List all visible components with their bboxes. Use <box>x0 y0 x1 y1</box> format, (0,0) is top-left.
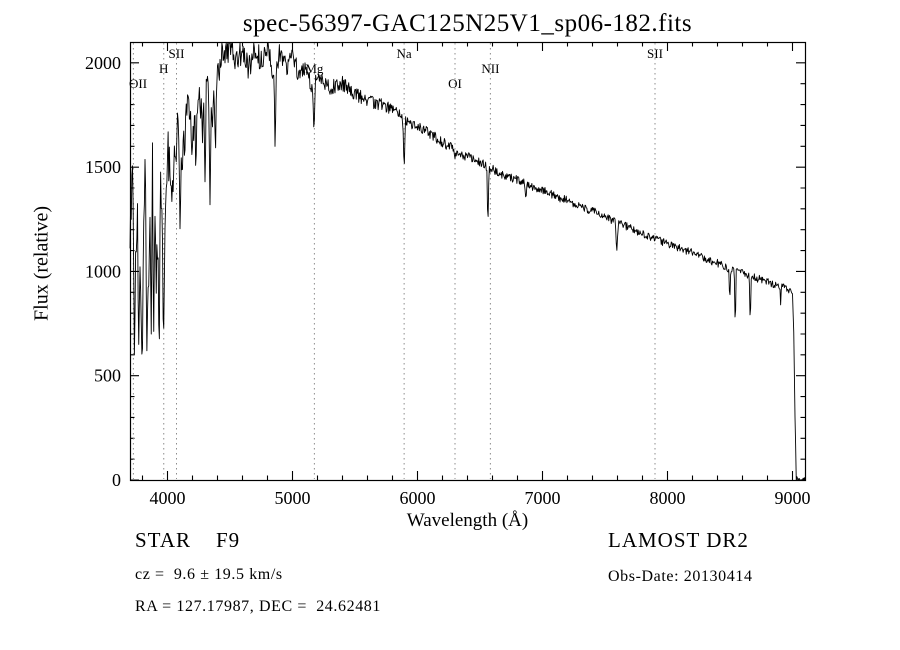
plot-title: spec-56397-GAC125N25V1_sp06-182.fits <box>242 10 693 37</box>
y-axis-label: Flux (relative) <box>30 206 53 321</box>
obs-date-text: Obs-Date: 20130414 <box>608 568 753 585</box>
survey-release-text: LAMOST DR2 <box>608 528 749 552</box>
radial-velocity-text: cz = 9.6 ± 19.5 km/s <box>135 566 283 583</box>
classification-text: STAR F9 <box>135 528 241 552</box>
coordinates-text: RA = 127.17987, DEC = 24.62481 <box>135 598 381 615</box>
x-axis-label: Wavelength (Å) <box>406 510 529 531</box>
